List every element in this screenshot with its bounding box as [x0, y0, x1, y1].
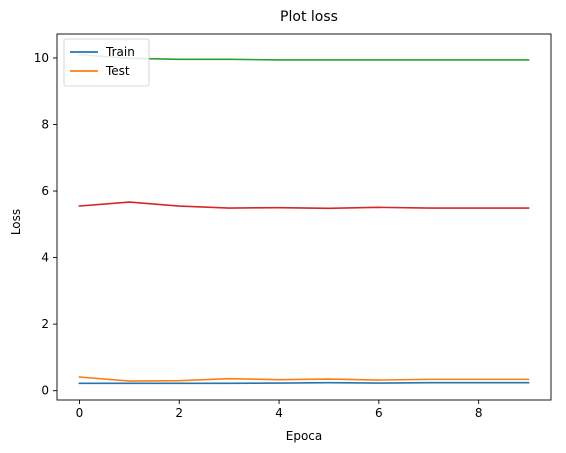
y-tick-label: 6: [41, 184, 49, 198]
y-tick-label: 0: [41, 384, 49, 398]
series-line-2: [78, 376, 530, 382]
legend-label: Test: [105, 64, 130, 78]
x-tick-label: 0: [76, 406, 84, 420]
chart-title: Plot loss: [280, 9, 338, 25]
y-tick-label: 8: [41, 118, 49, 132]
y-tick-label: 10: [34, 51, 49, 65]
plot-area: 0 2 4 6 8 0 2 4 6 8 10: [34, 33, 552, 420]
series-line-1: [78, 381, 530, 385]
x-tick-label: 6: [375, 406, 383, 420]
legend-label: Train: [105, 45, 135, 59]
x-axis-label: Epoca: [286, 429, 323, 443]
axes-frame: [56, 33, 552, 401]
series-line-4: [78, 201, 530, 210]
legend-box: [63, 38, 150, 87]
x-tick-label: 2: [175, 406, 183, 420]
x-tick-label: 8: [475, 406, 483, 420]
y-tick-label: 4: [41, 251, 49, 265]
y-axis-label: Loss: [9, 209, 23, 235]
y-tick-label: 2: [41, 317, 49, 331]
x-tick-label: 4: [275, 406, 283, 420]
legend: Train Test: [63, 38, 150, 87]
series-line-3: [78, 53, 530, 61]
